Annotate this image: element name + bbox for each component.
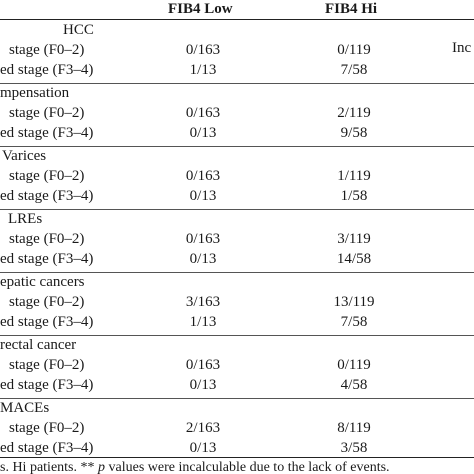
- cell-fib4-low: 0/13: [189, 440, 217, 456]
- section-title: MACEs: [0, 400, 50, 416]
- section-divider: [0, 335, 474, 336]
- cell-fib4-low: 2/163: [185, 420, 221, 436]
- cell-fib4-hi: 4/58: [340, 377, 368, 393]
- row-label: ed stage (F3–4): [0, 440, 94, 456]
- row-label: ed stage (F3–4): [0, 125, 94, 141]
- row-label: stage (F0–2): [9, 357, 85, 373]
- row-label: ed stage (F3–4): [0, 62, 94, 78]
- column-header-right-fragment: Inc: [452, 40, 472, 56]
- cell-fib4-hi: 8/119: [337, 420, 371, 436]
- section-divider: [0, 398, 474, 399]
- row-label: stage (F0–2): [9, 294, 85, 310]
- cell-fib4-hi: 1/119: [337, 168, 371, 184]
- section-title: HCC: [63, 22, 94, 38]
- section-divider: [0, 209, 474, 210]
- row-label: stage (F0–2): [9, 420, 85, 436]
- footnote-lead: s. Hi patients. **: [0, 460, 98, 474]
- row-label: stage (F0–2): [9, 231, 85, 247]
- cell-fib4-hi: 14/58: [336, 251, 372, 267]
- column-header-fib4-hi: FIB4 Hi: [325, 1, 378, 17]
- cell-fib4-hi: 3/119: [337, 231, 371, 247]
- cell-fib4-low: 0/163: [185, 42, 221, 58]
- section-divider: [0, 83, 474, 84]
- footnote-p-symbol: p: [98, 460, 105, 474]
- section-title: Varices: [2, 148, 47, 164]
- column-header-fib4-low: FIB4 Low: [168, 1, 233, 17]
- cell-fib4-hi: 13/119: [333, 294, 375, 310]
- section-title: LREs: [8, 211, 43, 227]
- row-label: ed stage (F3–4): [0, 188, 94, 204]
- header-rule: [0, 19, 474, 20]
- row-label: ed stage (F3–4): [0, 377, 94, 393]
- section-title: mpensation: [0, 85, 70, 101]
- cell-fib4-low: 3/163: [185, 294, 221, 310]
- cell-fib4-low: 0/163: [185, 357, 221, 373]
- cell-fib4-hi: 7/58: [340, 314, 368, 330]
- section-title: epatic cancers: [0, 274, 85, 290]
- row-label: stage (F0–2): [9, 168, 85, 184]
- cell-fib4-hi: 2/119: [337, 105, 371, 121]
- row-label: stage (F0–2): [9, 105, 85, 121]
- cell-fib4-hi: 0/119: [337, 357, 371, 373]
- section-title: rectal cancer: [0, 337, 77, 353]
- cell-fib4-low: 0/13: [189, 251, 217, 267]
- table-footnote: s. Hi patients. ** p values were incalcu…: [0, 459, 390, 474]
- cell-fib4-hi: 7/58: [340, 62, 368, 78]
- row-label: ed stage (F3–4): [0, 314, 94, 330]
- cell-fib4-hi: 3/58: [340, 440, 368, 456]
- cell-fib4-hi: 0/119: [337, 42, 371, 58]
- cell-fib4-low: 0/163: [185, 231, 221, 247]
- section-divider: [0, 272, 474, 273]
- cell-fib4-low: 0/163: [185, 105, 221, 121]
- section-divider: [0, 146, 474, 147]
- cell-fib4-low: 1/13: [189, 314, 217, 330]
- cell-fib4-low: 0/163: [185, 168, 221, 184]
- bottom-rule: [0, 457, 474, 458]
- cell-fib4-hi: 9/58: [340, 125, 368, 141]
- cell-fib4-low: 0/13: [189, 188, 217, 204]
- row-label: stage (F0–2): [9, 42, 85, 58]
- cell-fib4-hi: 1/58: [340, 188, 368, 204]
- cell-fib4-low: 0/13: [189, 377, 217, 393]
- footnote-rest: values were incalculable due to the lack…: [105, 460, 390, 474]
- cell-fib4-low: 0/13: [189, 125, 217, 141]
- row-label: ed stage (F3–4): [0, 251, 94, 267]
- cell-fib4-low: 1/13: [189, 62, 217, 78]
